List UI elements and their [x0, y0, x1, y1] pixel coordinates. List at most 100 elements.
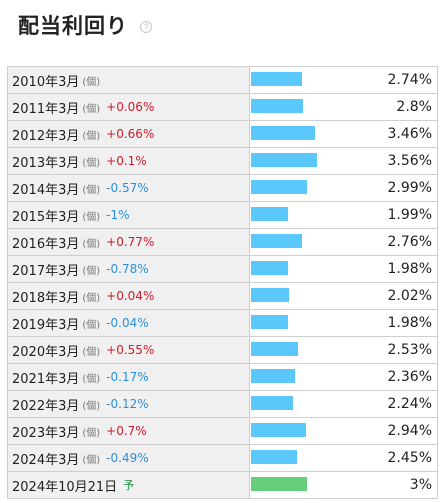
value-cell: 1.98%: [250, 310, 437, 336]
period-cell: 2015年3月 (個) -1%: [8, 202, 250, 228]
yield-value: 2.99%: [387, 180, 432, 196]
yield-bar: [251, 423, 306, 437]
change-label: -0.57%: [106, 181, 149, 195]
period-label: 2017年3月: [12, 263, 80, 279]
value-cell: 2.94%: [250, 418, 437, 444]
period-label: 2018年3月: [12, 290, 80, 306]
unit-label: (個): [82, 400, 101, 412]
period-label: 2024年10月21日: [12, 479, 118, 495]
unit-label: (個): [82, 211, 101, 223]
yield-bar: [251, 234, 302, 248]
unit-label: (個): [82, 130, 101, 142]
period-cell: 2017年3月 (個) -0.78%: [8, 256, 250, 282]
unit-label: (個): [82, 76, 101, 88]
period-label: 2023年3月: [12, 425, 80, 441]
period-label: 2022年3月: [12, 398, 80, 414]
yield-value: 2.36%: [387, 369, 432, 385]
yield-bar: [251, 180, 307, 194]
value-cell: 2.76%: [250, 229, 437, 255]
yield-value: 2.45%: [387, 450, 432, 466]
table-row: 2024年3月 (個) -0.49% 2.45%: [8, 445, 437, 472]
yield-value: 2.02%: [387, 288, 432, 304]
value-cell: 2.99%: [250, 175, 437, 201]
table-row: 2014年3月 (個) -0.57% 2.99%: [8, 175, 437, 202]
section-header: 配当利回り ?: [18, 8, 152, 42]
yield-value: 2.74%: [387, 72, 432, 88]
change-label: -1%: [106, 208, 130, 222]
table-row: 2016年3月 (個) +0.77% 2.76%: [8, 229, 437, 256]
unit-label: (個): [82, 319, 101, 331]
period-cell: 2016年3月 (個) +0.77%: [8, 229, 250, 255]
period-cell: 2022年3月 (個) -0.12%: [8, 391, 250, 417]
yield-value: 1.98%: [387, 315, 432, 331]
value-cell: 2.53%: [250, 337, 437, 363]
unit-label: (個): [82, 157, 101, 169]
table-row: 2024年10月21日予 3%: [8, 472, 437, 499]
value-cell: 1.98%: [250, 256, 437, 282]
change-label: -0.49%: [106, 451, 149, 465]
table-row: 2020年3月 (個) +0.55% 2.53%: [8, 337, 437, 364]
help-icon[interactable]: ?: [140, 21, 152, 33]
unit-label: (個): [82, 454, 101, 466]
yield-bar: [251, 450, 297, 464]
dividend-yield-table: 2010年3月 (個) 2.74% 2011年3月 (個) +0.06% 2.8% 2012年…: [7, 66, 438, 499]
unit-label: (個): [82, 238, 101, 250]
unit-label: (個): [82, 346, 101, 358]
yield-bar: [251, 315, 288, 329]
period-cell: 2020年3月 (個) +0.55%: [8, 337, 250, 363]
period-label: 2024年3月: [12, 452, 80, 468]
value-cell: 2.36%: [250, 364, 437, 390]
table-row: 2021年3月 (個) -0.17% 2.36%: [8, 364, 437, 391]
period-cell: 2019年3月 (個) -0.04%: [8, 310, 250, 336]
period-label: 2013年3月: [12, 155, 80, 171]
yield-value: 2.76%: [387, 234, 432, 250]
unit-label: (個): [82, 292, 101, 304]
forecast-badge: 予: [123, 479, 135, 492]
table-row: 2012年3月 (個) +0.66% 3.46%: [8, 121, 437, 148]
forecast-bar: [251, 477, 307, 491]
value-cell: 2.8%: [250, 94, 437, 120]
table-row: 2010年3月 (個) 2.74%: [8, 67, 437, 94]
section-title: 配当利回り: [18, 14, 128, 38]
change-label: +0.1%: [106, 154, 147, 168]
yield-bar: [251, 126, 315, 140]
period-cell: 2021年3月 (個) -0.17%: [8, 364, 250, 390]
yield-bar: [251, 261, 288, 275]
table-row: 2015年3月 (個) -1% 1.99%: [8, 202, 437, 229]
unit-label: (個): [82, 184, 101, 196]
table-row: 2019年3月 (個) -0.04% 1.98%: [8, 310, 437, 337]
table-row: 2022年3月 (個) -0.12% 2.24%: [8, 391, 437, 418]
period-label: 2011年3月: [12, 101, 80, 117]
yield-value: 1.99%: [387, 207, 432, 223]
change-label: +0.55%: [106, 343, 155, 357]
value-cell: 2.24%: [250, 391, 437, 417]
yield-value: 3.46%: [387, 126, 432, 142]
unit-label: (個): [82, 427, 101, 439]
yield-bar: [251, 396, 293, 410]
value-cell: 3.46%: [250, 121, 437, 147]
yield-value: 1.98%: [387, 261, 432, 277]
yield-bar: [251, 288, 289, 302]
change-label: -0.78%: [106, 262, 149, 276]
yield-value: 2.24%: [387, 396, 432, 412]
yield-bar: [251, 99, 303, 113]
period-label: 2019年3月: [12, 317, 80, 333]
value-cell: 2.45%: [250, 445, 437, 471]
period-label: 2012年3月: [12, 128, 80, 144]
table-row: 2018年3月 (個) +0.04% 2.02%: [8, 283, 437, 310]
period-cell: 2014年3月 (個) -0.57%: [8, 175, 250, 201]
yield-value: 3%: [409, 477, 432, 493]
table-row: 2023年3月 (個) +0.7% 2.94%: [8, 418, 437, 445]
period-cell: 2012年3月 (個) +0.66%: [8, 121, 250, 147]
period-cell: 2011年3月 (個) +0.06%: [8, 94, 250, 120]
yield-bar: [251, 207, 288, 221]
change-label: +0.7%: [106, 424, 147, 438]
change-label: -0.17%: [106, 370, 149, 384]
unit-label: (個): [82, 103, 101, 115]
change-label: +0.77%: [106, 235, 155, 249]
change-label: +0.06%: [106, 100, 155, 114]
period-cell: 2010年3月 (個): [8, 67, 250, 93]
table-row: 2013年3月 (個) +0.1% 3.56%: [8, 148, 437, 175]
yield-bar: [251, 342, 298, 356]
period-cell: 2013年3月 (個) +0.1%: [8, 148, 250, 174]
